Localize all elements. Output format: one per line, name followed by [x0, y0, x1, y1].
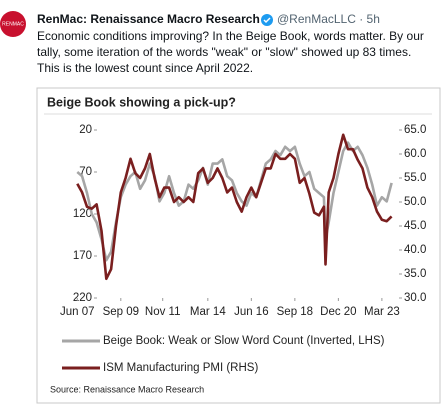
tweet-text: tally, some iteration of the words "weak…	[37, 45, 411, 59]
x-tick-label: Sep 18	[277, 306, 313, 318]
y-tick-label: 120	[73, 208, 92, 220]
y2-tick-label: 55.0	[404, 172, 426, 184]
avatar[interactable]	[0, 11, 26, 37]
chart-frame	[36, 87, 441, 404]
legend-label: Beige Book: Weak or Slow Word Count (Inv…	[103, 335, 385, 347]
series-line	[76, 133, 393, 281]
series-line	[76, 141, 393, 262]
y-tick-label: 20	[79, 124, 92, 136]
y2-tick-label: 65.0	[404, 124, 426, 136]
y2-tick-label: 40.0	[404, 244, 426, 256]
legend-label: ISM Manufacturing PMI (RHS)	[103, 362, 258, 374]
x-tick-label: Mar 23	[364, 306, 400, 318]
y-tick-label: 220	[73, 292, 92, 304]
y2-tick-label: 50.0	[404, 196, 426, 208]
x-tick-label: Sep 09	[103, 306, 139, 318]
badge-check	[263, 17, 271, 24]
y-tick-label: 170	[73, 250, 92, 262]
tweet-text: Economic conditions improving? In the Be…	[37, 29, 424, 43]
x-tick-label: Dec 20	[320, 306, 356, 318]
handle-time[interactable]: @RenMacLLC · 5h	[277, 12, 380, 26]
y2-tick-label: 60.0	[404, 148, 426, 160]
y2-tick-label: 30.0	[404, 292, 426, 304]
x-tick-label: Jun 16	[234, 306, 269, 318]
chart-title: Beige Book showing a pick-up?	[47, 95, 236, 109]
y2-tick-label: 35.0	[404, 268, 426, 280]
x-tick-label: Jun 07	[60, 306, 95, 318]
avatar-text: RENMAC	[2, 21, 24, 27]
tweet-text: This is the lowest count since April 202…	[37, 61, 253, 75]
chart-source: Source: Renaissance Macro Research	[50, 384, 204, 394]
x-tick-label: Nov 11	[145, 306, 181, 318]
y2-tick-label: 45.0	[404, 220, 426, 232]
x-tick-label: Mar 14	[190, 306, 226, 318]
author-name[interactable]: RenMac: Renaissance Macro Research	[37, 12, 260, 26]
